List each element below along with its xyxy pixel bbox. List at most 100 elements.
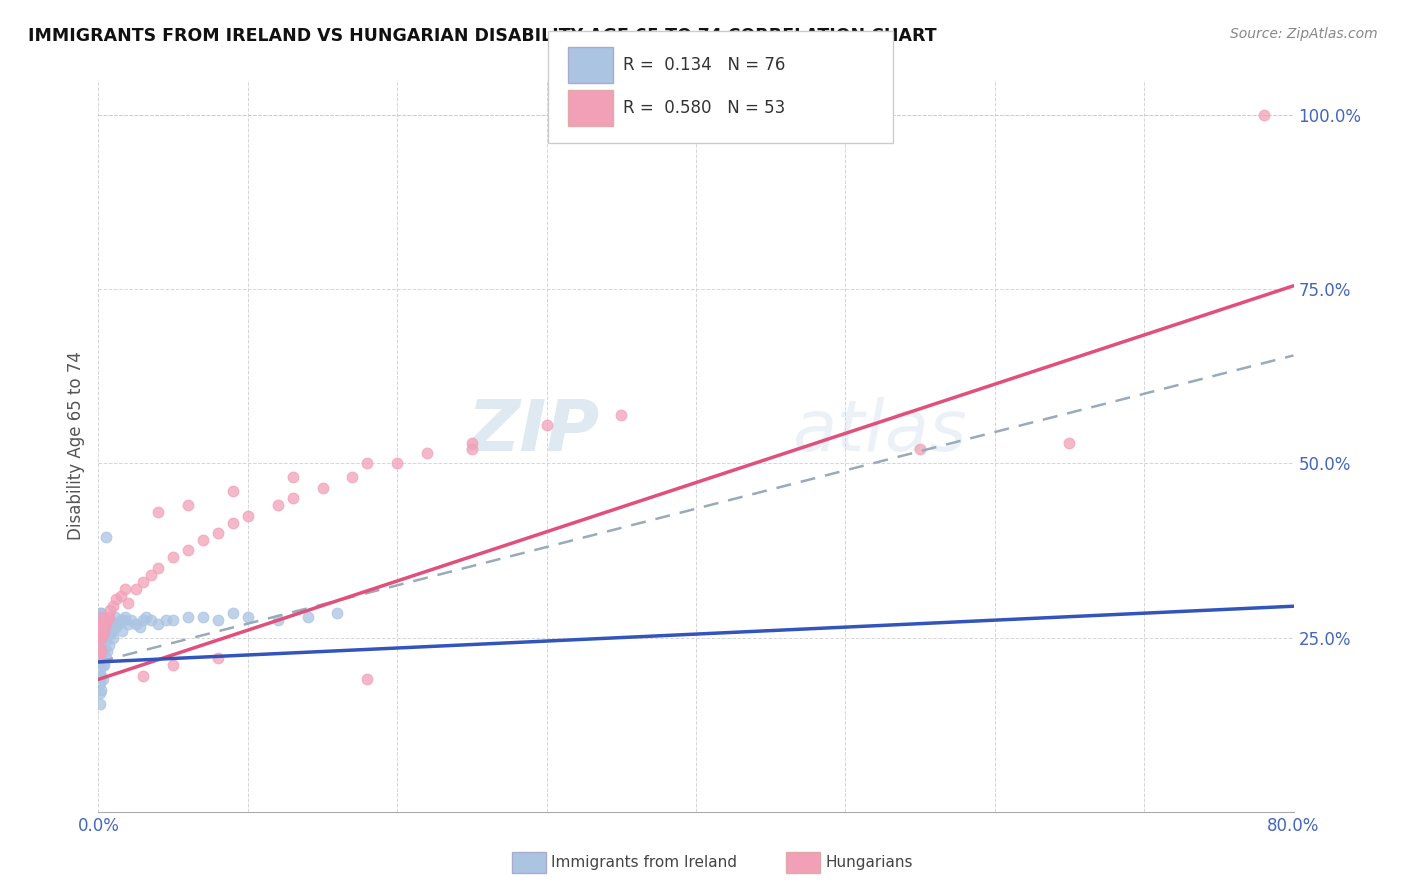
Point — [90, 640, 112, 655]
Point — [90, 644, 112, 658]
Point — [129, 620, 152, 634]
Point — [177, 609, 200, 624]
Point — [89, 624, 111, 638]
Point — [89, 655, 111, 669]
Point — [96, 624, 118, 638]
Point — [91, 631, 114, 645]
Point — [103, 616, 125, 631]
Point — [89, 676, 111, 690]
Point — [89, 686, 111, 700]
Point — [93, 627, 115, 641]
Point — [90, 655, 112, 669]
Point — [356, 673, 378, 687]
Point — [101, 624, 124, 638]
Point — [110, 613, 132, 627]
Point — [155, 613, 177, 627]
Point — [311, 481, 333, 495]
Point — [90, 620, 112, 634]
Point — [222, 516, 245, 530]
Point — [1253, 108, 1275, 122]
Point — [110, 589, 132, 603]
Point — [93, 624, 115, 638]
Point — [89, 606, 111, 620]
Point — [90, 613, 112, 627]
Point — [89, 651, 111, 665]
Point — [91, 644, 114, 658]
Point — [90, 634, 112, 648]
Point — [91, 620, 114, 634]
Y-axis label: Disability Age 65 to 74: Disability Age 65 to 74 — [66, 351, 84, 541]
Point — [207, 526, 229, 541]
Point — [162, 658, 184, 673]
Point — [114, 582, 136, 596]
Point — [385, 457, 409, 471]
Point — [89, 631, 111, 645]
Point — [117, 616, 139, 631]
Point — [148, 561, 170, 575]
Point — [89, 640, 111, 655]
Point — [139, 567, 162, 582]
Point — [416, 446, 439, 460]
Point — [536, 418, 558, 433]
Point — [94, 624, 117, 638]
Point — [132, 669, 155, 683]
Point — [207, 651, 229, 665]
Point — [342, 470, 364, 484]
Point — [90, 620, 112, 634]
Point — [148, 616, 170, 631]
Point — [96, 644, 118, 658]
Point — [207, 613, 229, 627]
Point — [236, 609, 259, 624]
Point — [281, 470, 304, 484]
Point — [94, 530, 117, 544]
Point — [89, 640, 111, 655]
Point — [236, 508, 259, 523]
Point — [98, 627, 122, 641]
Point — [461, 442, 484, 457]
Point — [98, 603, 122, 617]
Point — [90, 627, 112, 641]
Point — [297, 609, 319, 624]
Point — [90, 682, 112, 697]
Point — [91, 627, 114, 641]
Point — [89, 651, 111, 665]
Point — [89, 634, 111, 648]
Point — [94, 634, 117, 648]
Point — [103, 631, 125, 645]
Point — [132, 613, 155, 627]
Point — [107, 616, 129, 631]
Point — [162, 613, 184, 627]
Point — [267, 498, 290, 512]
Point — [93, 616, 115, 631]
Text: R =  0.580   N = 53: R = 0.580 N = 53 — [623, 99, 785, 117]
Point — [148, 505, 170, 519]
Point — [222, 606, 245, 620]
Point — [125, 582, 148, 596]
Point — [132, 574, 155, 589]
Point — [112, 613, 135, 627]
Text: Hungarians: Hungarians — [825, 855, 912, 870]
Point — [98, 613, 122, 627]
Point — [267, 613, 290, 627]
Point — [97, 638, 120, 652]
Point — [114, 609, 136, 624]
Point — [90, 609, 112, 624]
Point — [94, 616, 117, 631]
Point — [103, 599, 125, 614]
Point — [1059, 435, 1081, 450]
Point — [89, 662, 111, 676]
Text: R =  0.134   N = 76: R = 0.134 N = 76 — [623, 56, 785, 74]
Point — [93, 644, 115, 658]
Point — [177, 498, 200, 512]
Point — [89, 631, 111, 645]
Text: Source: ZipAtlas.com: Source: ZipAtlas.com — [1230, 27, 1378, 41]
Point — [191, 533, 214, 547]
Point — [105, 620, 128, 634]
Point — [177, 543, 200, 558]
Point — [90, 606, 112, 620]
Point — [356, 457, 378, 471]
Point — [89, 648, 111, 662]
Text: ZIP: ZIP — [468, 397, 600, 466]
Point — [191, 609, 214, 624]
Point — [111, 624, 134, 638]
